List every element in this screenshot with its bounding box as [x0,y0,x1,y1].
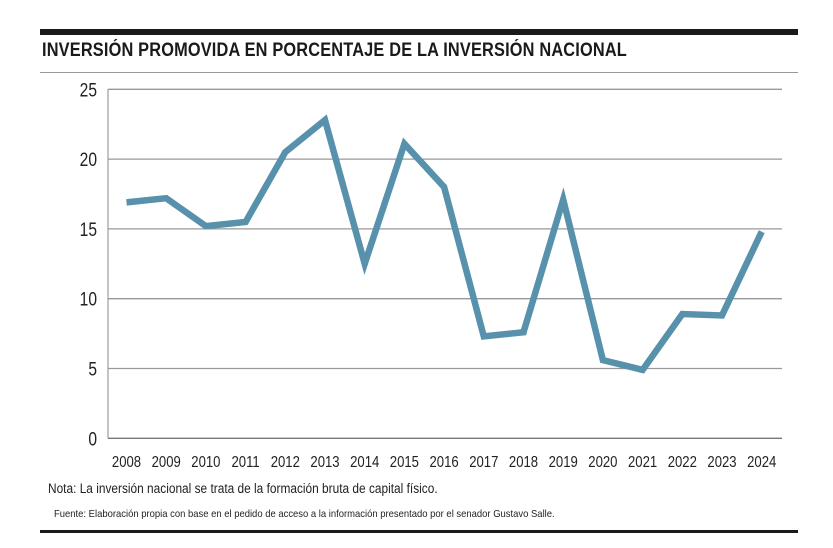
title-divider [40,72,798,73]
chart-note: Nota: La inversión nacional se trata de … [48,481,438,496]
x-tick-label: 2022 [668,454,697,471]
y-tick-label: 10 [80,288,97,310]
x-tick-label: 2013 [310,454,339,471]
x-tick-label: 2020 [588,454,617,471]
chart-source: Fuente: Elaboración propia con base en e… [54,508,555,520]
chart-title: INVERSIÓN PROMOVIDA EN PORCENTAJE DE LA … [42,40,627,61]
y-tick-label: 0 [88,428,97,450]
x-tick-label: 2014 [350,454,379,471]
x-tick-label: 2018 [509,454,538,471]
series-line [126,114,765,374]
x-tick-label: 2009 [152,454,181,471]
x-tick-label: 2015 [390,454,419,471]
x-tick-label: 2019 [549,454,578,471]
top-bar [40,29,798,35]
x-tick-label: 2023 [707,454,736,471]
x-tick-label: 2021 [628,454,657,471]
x-tick-label: 2012 [271,454,300,471]
x-tick-label: 2010 [191,454,220,471]
x-tick-label: 2017 [469,454,498,471]
x-tick-label: 2008 [112,454,141,471]
y-tick-label: 5 [88,358,97,380]
x-tick-label: 2024 [747,454,776,471]
bottom-bar [40,530,798,533]
y-tick-label: 20 [80,149,97,171]
x-tick-label: 2016 [430,454,459,471]
y-tick-label: 15 [80,218,97,240]
y-tick-label: 25 [80,79,97,101]
x-tick-label: 2011 [231,454,259,471]
